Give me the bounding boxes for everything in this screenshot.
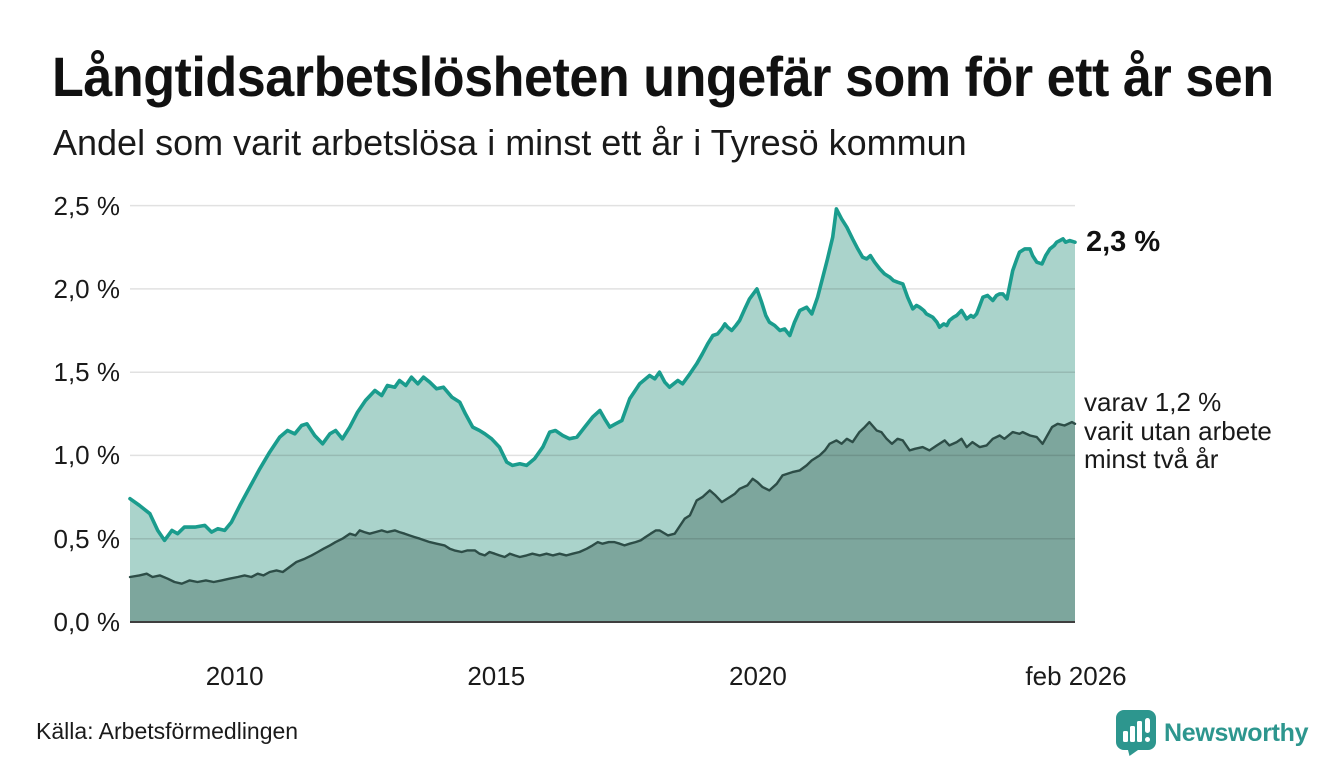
x-tick-label: 2020 — [728, 661, 787, 691]
area-chart — [128, 204, 1077, 623]
series-fill-1 — [130, 422, 1075, 622]
end-value-label: 2,3 % — [1086, 226, 1161, 258]
series-line-0 — [128, 207, 1077, 543]
y-tick-label: 1,0 % — [53, 440, 121, 471]
y-tick-label: 2,5 % — [53, 190, 121, 221]
y-tick-label: 1,5 % — [53, 357, 121, 388]
secondary-annotation-line: varit utan arbete — [1084, 415, 1272, 446]
newsworthy-pin-icon — [1116, 710, 1156, 756]
source-note: Källa: Arbetsförmedlingen — [36, 718, 299, 744]
chart-title: Långtidsarbetslösheten ungefär som för e… — [52, 45, 1274, 108]
y-tick-label: 2,0 % — [53, 273, 121, 304]
newsworthy-wordmark: Newsworthy — [1164, 718, 1309, 747]
newsworthy-logo[interactable]: Newsworthy — [1116, 710, 1309, 756]
y-tick-label: 0,0 % — [53, 607, 121, 637]
x-tick-label: feb 2026 — [1025, 661, 1127, 691]
chart-subtitle: Andel som varit arbetslösa i minst ett å… — [53, 122, 967, 163]
x-tick-label: 2015 — [467, 661, 526, 691]
series-line-1 — [128, 420, 1077, 585]
secondary-annotation: varav 1,2 % varit utan arbete minst två … — [1084, 388, 1272, 474]
x-tick-label: 2010 — [205, 661, 264, 691]
secondary-annotation-line: minst två år — [1084, 444, 1219, 474]
secondary-annotation-line: varav 1,2 % — [1084, 387, 1222, 417]
y-tick-label: 0,5 % — [53, 523, 121, 554]
